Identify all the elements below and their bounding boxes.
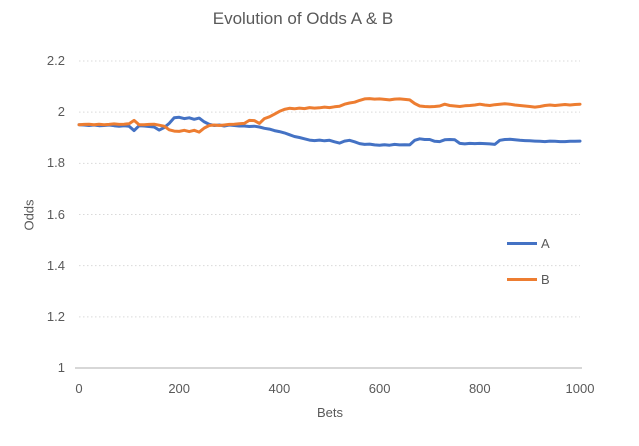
legend-swatch-b-icon <box>507 277 537 281</box>
legend-item-a: A <box>507 235 550 251</box>
y-tick-label: 1.2 <box>46 308 65 324</box>
chart-title: Evolution of Odds A & B <box>212 9 394 28</box>
x-tick-label: 600 <box>368 381 391 396</box>
series-b-line <box>77 97 582 134</box>
legend-label-b: B <box>541 271 550 287</box>
y-tick-label: 1.8 <box>46 155 65 171</box>
legend-swatch-a-icon <box>507 241 537 245</box>
y-tick-label: 2.2 <box>46 53 65 68</box>
legend-item-b: B <box>507 271 550 287</box>
x-tick-label: 200 <box>168 381 191 396</box>
y-tick-label: 2 <box>57 104 65 120</box>
x-tick-label: 0 <box>75 381 83 396</box>
x-tick-label: 1000 <box>565 381 595 396</box>
y-tick-label: 1.6 <box>46 206 65 222</box>
legend-label-a: A <box>541 235 550 251</box>
y-tick-label: 1.4 <box>46 257 65 273</box>
x-tick-label: 400 <box>268 381 291 396</box>
legend: A B <box>507 235 550 307</box>
x-axis-title: Bets <box>316 405 343 420</box>
y-tick-label: 1 <box>57 360 65 375</box>
x-tick-label: 800 <box>468 381 491 396</box>
series-a-line <box>77 115 582 147</box>
